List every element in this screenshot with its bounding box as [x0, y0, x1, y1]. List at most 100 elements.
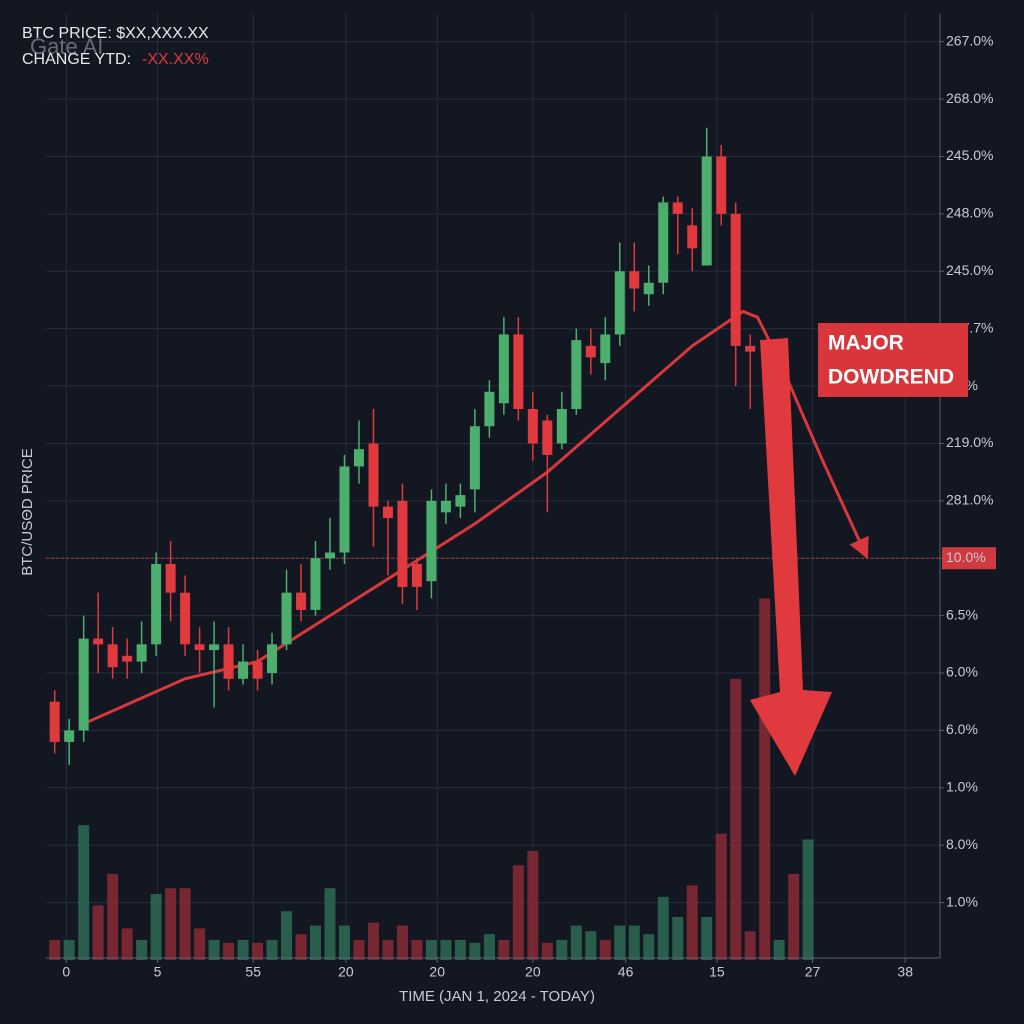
- volume-bar: [121, 928, 133, 960]
- volume-bar: [63, 939, 75, 960]
- volume-bar: [179, 888, 191, 960]
- candle-body: [107, 644, 118, 668]
- volume-bar: [252, 942, 264, 960]
- candle-body: [368, 443, 379, 507]
- candle-body: [426, 500, 437, 582]
- candle-body: [151, 563, 162, 645]
- volume-bar: [744, 931, 756, 960]
- volume-bar: [165, 888, 177, 960]
- volume-bar: [425, 939, 437, 960]
- x-tick-label: 20: [525, 964, 541, 980]
- y-tick-label: 281.0%: [946, 492, 993, 508]
- downtrend-arrow: [750, 338, 832, 776]
- volume-bar: [295, 934, 307, 960]
- x-tick-label: 5: [154, 964, 162, 980]
- volume-bar: [49, 939, 61, 960]
- candle-body: [281, 592, 292, 645]
- volume-bar: [483, 934, 495, 960]
- candle-body: [93, 638, 104, 645]
- volume-bar: [643, 934, 655, 960]
- candle-body: [339, 466, 350, 553]
- volume-bar: [440, 939, 452, 960]
- volume-bar: [150, 893, 162, 960]
- candle-body: [716, 156, 727, 214]
- annotation-line: MAJOR: [828, 332, 904, 355]
- y-tick-highlight: [942, 547, 996, 570]
- volume-bar: [570, 925, 582, 960]
- volume-bar: [730, 678, 742, 960]
- volume-bar: [136, 939, 148, 960]
- y-tick-label: 6.0%: [946, 664, 978, 680]
- y-tick-label: 245.0%: [946, 147, 993, 163]
- candle-body: [542, 420, 553, 455]
- volume-bar: [672, 916, 684, 960]
- candle-body: [64, 730, 75, 742]
- volume-bar: [281, 911, 293, 960]
- change-label: CHANGE YTD:: [22, 51, 131, 68]
- candle-body: [600, 334, 611, 364]
- volume-bar: [396, 925, 408, 960]
- volume-bar: [237, 939, 249, 960]
- volume-bar: [715, 833, 727, 960]
- volume-bar: [556, 939, 568, 960]
- candle-body: [78, 638, 89, 731]
- volume-bar: [585, 931, 597, 960]
- candle-body: [165, 563, 176, 593]
- candle-body: [571, 340, 582, 410]
- volume-bar: [310, 925, 322, 960]
- volume-bar: [454, 939, 466, 960]
- y-tick-label: 245.0%: [946, 262, 993, 278]
- x-tick-label: 46: [618, 964, 634, 980]
- candle-body: [469, 426, 480, 490]
- candle-body: [484, 391, 495, 427]
- y-axis-label: BTC/USΘD PRICE: [19, 448, 36, 576]
- candle-body: [527, 409, 538, 444]
- candle-body: [687, 225, 698, 249]
- volume-bar: [599, 939, 611, 960]
- y-tick-label: 10.0%: [946, 549, 986, 565]
- candle-body: [382, 506, 393, 519]
- volume-bar: [107, 873, 119, 960]
- volume-bar: [788, 873, 800, 960]
- y-tick-label: 268.0%: [946, 90, 993, 106]
- candle-body: [556, 409, 567, 444]
- watermark: Gate AI: [30, 34, 103, 59]
- volume-bar: [628, 925, 640, 960]
- y-tick-label: 6.0%: [946, 721, 978, 737]
- volume-bar: [541, 942, 553, 960]
- volume-bar: [223, 942, 235, 960]
- volume-bar: [338, 925, 350, 960]
- candle-body: [267, 644, 278, 674]
- candle-body: [180, 592, 191, 645]
- volume-bar: [78, 825, 90, 960]
- volume-bar: [686, 885, 698, 960]
- volume-bar: [411, 939, 423, 960]
- x-tick-label: 0: [62, 964, 70, 980]
- grid-layer: [46, 13, 940, 958]
- candle-body: [411, 563, 422, 587]
- y-tick-label: 248.0%: [946, 205, 993, 221]
- candle-body: [310, 558, 321, 610]
- volume-bar: [773, 939, 785, 960]
- candle-body: [643, 282, 654, 295]
- candle-body: [701, 156, 712, 266]
- y-tick-label: 219.0%: [946, 434, 993, 450]
- candle-body: [252, 661, 263, 679]
- candle-body: [209, 644, 220, 651]
- volume-bar: [527, 850, 539, 960]
- candle-body: [296, 592, 307, 610]
- volume-bar: [382, 939, 394, 960]
- candle-body: [585, 345, 596, 358]
- volume-bar: [208, 939, 220, 960]
- volume-layer: [49, 598, 814, 960]
- volume-bar: [367, 922, 379, 960]
- price-label: BTC PRICE: $XX,XXX.XX: [22, 25, 209, 42]
- y-tick-label: 6.5%: [946, 606, 978, 622]
- y-tick-label: 8.0%: [946, 836, 978, 852]
- annotation-box: [818, 323, 968, 397]
- tick-layer: 267.0%268.0%245.0%248.0%245.0%247.7%4.0%…: [62, 32, 996, 980]
- volume-bar: [194, 928, 206, 960]
- candle-body: [658, 202, 669, 283]
